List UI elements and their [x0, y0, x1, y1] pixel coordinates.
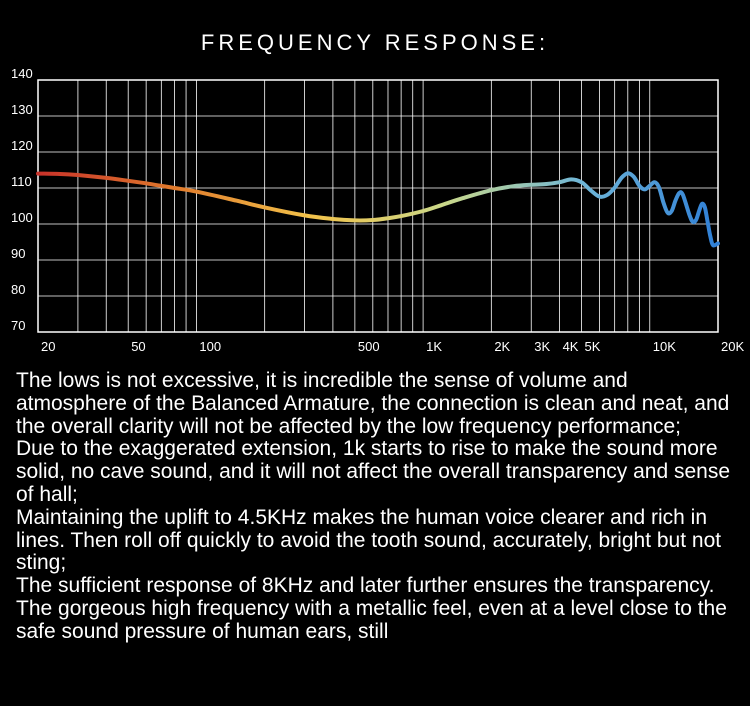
x-tick-labels: 20 50 100 500 1K 2K 3K 4K 5K 10K 20K	[41, 339, 744, 354]
plot-frame	[37, 79, 719, 333]
description-paragraph: The lows is not excessive, it is incredi…	[16, 369, 730, 438]
y-tick-label: 80	[11, 282, 25, 297]
description-paragraph: Due to the exaggerated extension, 1k sta…	[16, 437, 731, 506]
chart-title: FREQUENCY RESPONSE:	[200, 30, 550, 55]
x-tick-label: 20K	[721, 339, 744, 354]
grid-lines	[38, 80, 718, 332]
y-tick-label: 140	[11, 66, 33, 81]
x-tick-label: 20	[41, 339, 55, 354]
y-tick-label: 110	[11, 174, 32, 189]
x-tick-label: 50	[131, 339, 145, 354]
description-paragraph: Maintaining the uplift to 4.5KHz makes t…	[16, 505, 722, 575]
x-tick-label: 2K	[494, 339, 510, 354]
description-text: The lows is not excessive, it is incredi…	[16, 369, 738, 644]
frequency-response-chart: 140 130 120 110 100 90 80 70 20 50 100 500 1K 2K 3K 4K…	[11, 66, 744, 354]
y-tick-label: 100	[11, 210, 33, 225]
x-tick-label: 10K	[653, 339, 676, 354]
y-tick-labels: 140 130 120 110 100 90 80 70	[11, 66, 33, 333]
x-tick-label: 3K	[534, 339, 550, 354]
y-tick-label: 90	[11, 246, 25, 261]
y-tick-label: 120	[11, 138, 33, 153]
x-tick-label: 500	[358, 339, 380, 354]
x-tick-label: 1K	[426, 339, 442, 354]
frequency-response-curve	[36, 171, 720, 248]
description-paragraph: The sufficient response of 8KHz and late…	[16, 574, 727, 643]
x-tick-label: 5K	[585, 339, 601, 354]
y-tick-label: 130	[11, 102, 33, 117]
x-tick-label: 4K	[563, 339, 579, 354]
y-tick-label: 70	[11, 318, 25, 333]
x-tick-label: 100	[199, 339, 221, 354]
